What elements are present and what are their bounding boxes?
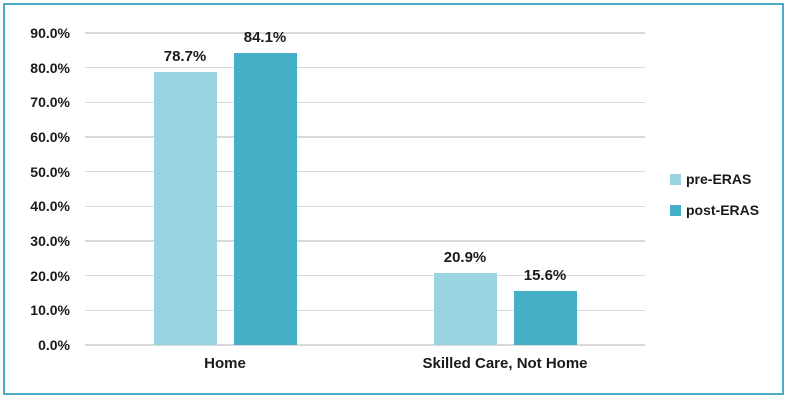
bar-value-label-pre-eras-home: 78.7%	[163, 48, 207, 66]
gridline-60-0	[85, 136, 645, 138]
gridline-50-0	[85, 170, 645, 173]
gridline-30-0	[85, 240, 645, 242]
y-axis-tick-0-0: 0.0%	[38, 337, 70, 353]
y-axis-tick-80-0: 80.0%	[30, 59, 70, 76]
x-axis-label-home: Home	[204, 355, 246, 372]
y-axis-tick-20-0: 20.0%	[30, 267, 70, 284]
gridline-40-0	[85, 205, 645, 208]
y-axis-tick-10-0: 10.0%	[30, 302, 70, 319]
bar-value-label-post-eras-home: 84.1%	[243, 29, 287, 47]
gridline-20-0	[85, 274, 645, 277]
y-axis-tick-70-0: 70.0%	[30, 94, 70, 111]
legend-item-pre-eras: pre-ERAS	[670, 171, 759, 187]
bar-value-label-post-eras-skilled-care-not-home: 15.6%	[523, 266, 567, 284]
y-axis-tick-90-0: 90.0%	[30, 25, 70, 41]
bar-pre-eras-skilled-care-not-home	[433, 272, 497, 345]
legend-swatch-pre-eras-icon	[670, 173, 681, 185]
gridline-90-0	[85, 32, 645, 34]
legend-label-pre-eras: pre-ERAS	[686, 171, 752, 187]
gridline-0-0	[85, 344, 645, 346]
gridline-80-0	[85, 66, 645, 69]
bar-value-label-pre-eras-skilled-care-not-home: 20.9%	[443, 248, 487, 266]
legend-label-post-eras: post-ERAS	[686, 202, 760, 218]
y-axis-tick-40-0: 40.0%	[30, 198, 70, 215]
legend-swatch-post-eras-icon	[670, 204, 681, 216]
legend: pre-ERAS post-ERAS	[670, 171, 759, 218]
bar-pre-eras-home	[153, 72, 217, 345]
bar-post-eras-skilled-care-not-home	[513, 290, 577, 345]
bar-post-eras-home	[233, 53, 297, 345]
gridline-10-0	[85, 309, 645, 312]
legend-item-post-eras: post-ERAS	[670, 202, 759, 218]
chart-border	[3, 3, 784, 395]
y-axis-tick-50-0: 50.0%	[30, 163, 70, 180]
y-axis-tick-30-0: 30.0%	[30, 233, 70, 249]
gridline-70-0	[85, 101, 645, 104]
y-axis-tick-60-0: 60.0%	[30, 129, 70, 145]
x-axis-label-skilled-care-not-home: Skilled Care, Not Home	[422, 355, 588, 372]
